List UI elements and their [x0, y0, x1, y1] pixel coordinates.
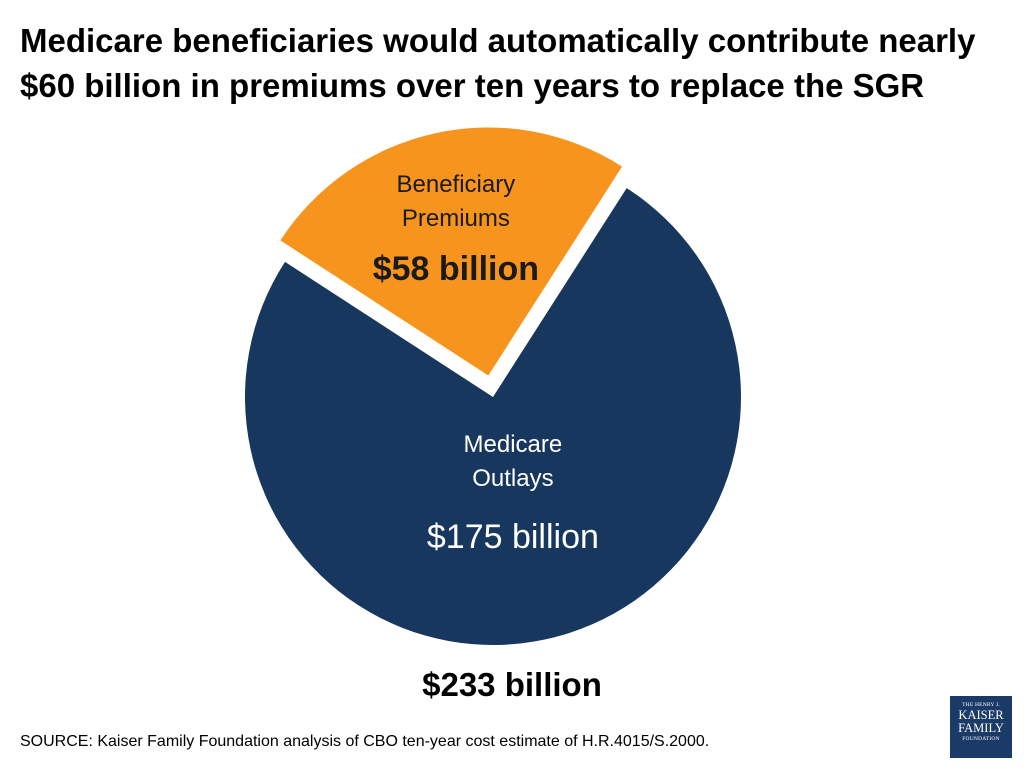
- pie-slice-0-value-label: $58 billion: [373, 250, 539, 288]
- pie-slice-1-name-line-0: Medicare: [464, 431, 563, 458]
- pie-slice-0-name-line-1: Premiums: [402, 205, 510, 232]
- pie-slice-label-1: Medicare Outlays $175 billion: [427, 431, 599, 556]
- pie-slice-label-0: Beneficiary Premiums $58 billion: [373, 171, 539, 288]
- pie-slice-1: [244, 188, 741, 646]
- chart-title-line-2: $60 billion in premiums over ten years t…: [20, 67, 925, 104]
- source-note: SOURCE: Kaiser Family Foundation analysi…: [20, 733, 710, 750]
- kaiser-family-foundation-logo: THE HENRY J. KAISER FAMILY FOUNDATION: [950, 696, 1012, 758]
- pie-slice-0-name-line-0: Beneficiary: [397, 171, 516, 198]
- chart-title: Medicare beneficiaries would automatical…: [20, 18, 1010, 108]
- chart-total-label: $233 billion: [422, 666, 602, 703]
- pie-slice-1-name-line-1: Outlays: [472, 465, 553, 492]
- pie-slice-0: [280, 127, 623, 376]
- chart-title-line-1: Medicare beneficiaries would automatical…: [20, 22, 976, 59]
- pie-slice-1-value-label: $175 billion: [427, 518, 599, 556]
